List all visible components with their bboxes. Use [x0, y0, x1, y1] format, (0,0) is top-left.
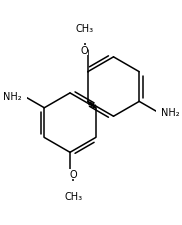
Text: NH₂: NH₂	[3, 92, 22, 102]
Text: CH₃: CH₃	[76, 24, 94, 34]
Text: CH₃: CH₃	[64, 191, 82, 201]
Text: O: O	[81, 46, 88, 56]
Text: O: O	[69, 169, 77, 179]
Text: NH₂: NH₂	[161, 108, 179, 117]
